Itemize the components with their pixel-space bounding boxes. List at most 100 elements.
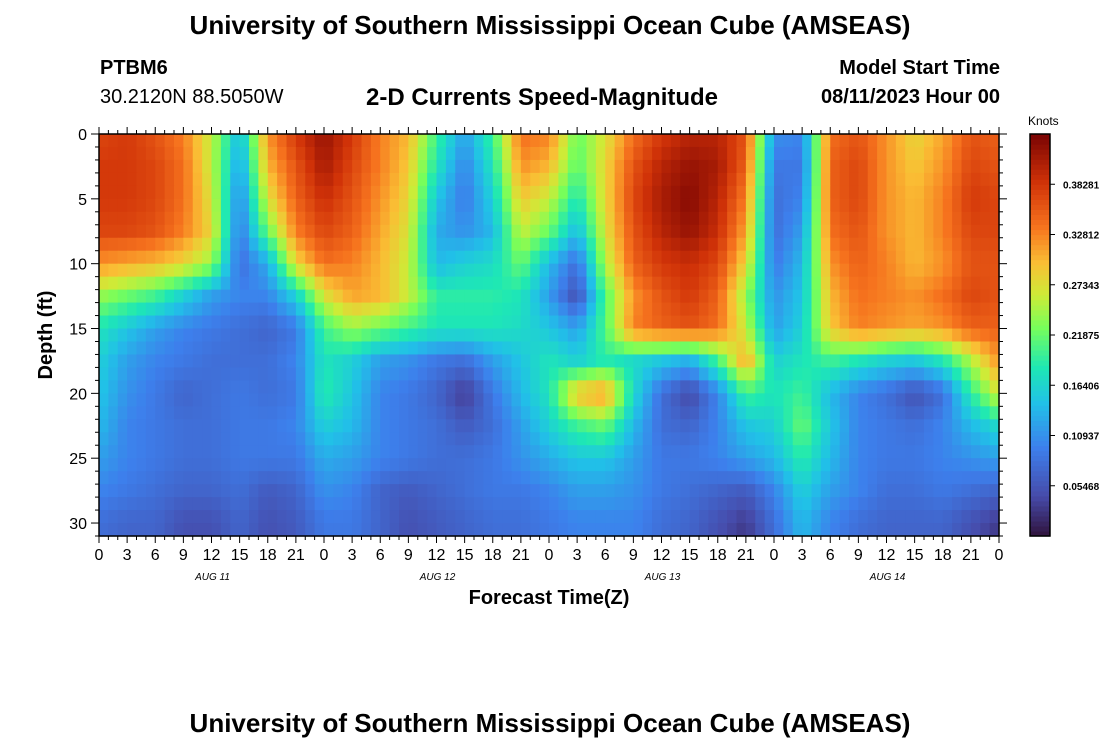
heatmap-cell (558, 419, 569, 433)
heatmap-cell (820, 406, 831, 420)
heatmap-cell (895, 367, 906, 381)
heatmap-cell (605, 224, 616, 239)
heatmap-cell (952, 250, 963, 265)
heatmap-cell (145, 523, 156, 537)
heatmap-cell (164, 159, 175, 174)
heatmap-cell (764, 211, 775, 226)
heatmap-cell (558, 510, 569, 524)
heatmap-cell (211, 289, 222, 304)
heatmap-cell (192, 419, 203, 433)
heatmap-cell (755, 406, 766, 420)
heatmap-cell (577, 341, 588, 356)
heatmap-cell (820, 341, 831, 356)
heatmap-cell (942, 328, 953, 343)
heatmap-cell (820, 393, 831, 407)
heatmap-cell (380, 393, 391, 407)
heatmap-cell (699, 419, 709, 433)
heatmap-cell (783, 263, 794, 278)
heatmap-cell (342, 211, 353, 226)
heatmap-cell (624, 276, 634, 291)
heatmap-cell (680, 484, 691, 498)
heatmap-cell (708, 289, 719, 304)
heatmap-cell (867, 198, 878, 213)
heatmap-cell (764, 276, 775, 291)
heatmap-cell (661, 523, 672, 537)
heatmap-cell (399, 406, 409, 420)
heatmap-cell (961, 354, 972, 369)
heatmap-cell (539, 510, 550, 524)
heatmap-cell (464, 380, 475, 394)
heatmap-cell (680, 432, 691, 446)
heatmap-cell (699, 172, 709, 187)
heatmap-cell (858, 172, 869, 187)
heatmap-cell (970, 367, 981, 381)
heatmap-cell (286, 250, 297, 265)
heatmap-cell (811, 185, 822, 200)
heatmap-cell (633, 445, 644, 459)
colorbar-segment (1030, 304, 1050, 311)
heatmap-cell (483, 406, 494, 420)
heatmap-cell (99, 198, 109, 213)
heatmap-cell (342, 445, 353, 459)
heatmap-cell (830, 185, 841, 200)
heatmap-cell (961, 328, 972, 343)
heatmap-cell (633, 134, 644, 148)
heatmap-cell (830, 289, 841, 304)
heatmap-cell (717, 484, 728, 498)
heatmap-cell (380, 458, 391, 472)
heatmap-cell (961, 211, 972, 226)
heatmap-cell (792, 302, 803, 317)
heatmap-cell (427, 354, 438, 369)
heatmap-cell (839, 393, 850, 407)
heatmap-cell (333, 432, 344, 446)
heatmap-cell (277, 224, 288, 239)
heatmap-cell (689, 276, 700, 291)
heatmap-cell (792, 224, 803, 239)
heatmap-cell (117, 289, 128, 304)
heatmap-cell (108, 419, 119, 433)
heatmap-cell (802, 471, 813, 485)
heatmap-cell (567, 523, 578, 537)
heatmap-cell (595, 328, 606, 343)
heatmap-cell (605, 354, 616, 369)
heatmap-cell (474, 523, 484, 537)
heatmap-cell (624, 250, 634, 265)
heatmap-cell (605, 289, 616, 304)
heatmap-cell (989, 328, 1000, 343)
heatmap-cell (220, 497, 231, 511)
heatmap-cell (342, 172, 353, 187)
heatmap-cell (399, 237, 409, 252)
heatmap-cell (577, 406, 588, 420)
heatmap-cell (183, 484, 194, 498)
heatmap-cell (361, 393, 372, 407)
heatmap-cell (745, 263, 756, 278)
heatmap-cell (858, 289, 869, 304)
heatmap-cell (905, 406, 916, 420)
heatmap-cell (174, 328, 184, 343)
heatmap-cell (886, 406, 897, 420)
heatmap-cell (127, 237, 138, 252)
heatmap-cell (342, 263, 353, 278)
heatmap-cell (867, 497, 878, 511)
heatmap-cell (117, 380, 128, 394)
heatmap-cell (624, 471, 634, 485)
heatmap-cell (858, 302, 869, 317)
heatmap-cell (774, 328, 784, 343)
heatmap-cell (239, 367, 250, 381)
heatmap-cell (605, 432, 616, 446)
heatmap-cell (567, 237, 578, 252)
heatmap-cell (530, 172, 541, 187)
heatmap-cell (839, 367, 850, 381)
heatmap-cell (830, 237, 841, 252)
heatmap-cell (652, 263, 663, 278)
heatmap-cell (474, 302, 484, 317)
heatmap-cell (558, 315, 569, 330)
heatmap-cell (108, 185, 119, 200)
heatmap-cell (633, 224, 644, 239)
heatmap-cell (370, 445, 381, 459)
heatmap-cell (230, 237, 241, 252)
heatmap-cell (258, 328, 269, 343)
heatmap-cell (745, 484, 756, 498)
heatmap-cell (136, 419, 147, 433)
heatmap-cell (352, 367, 363, 381)
